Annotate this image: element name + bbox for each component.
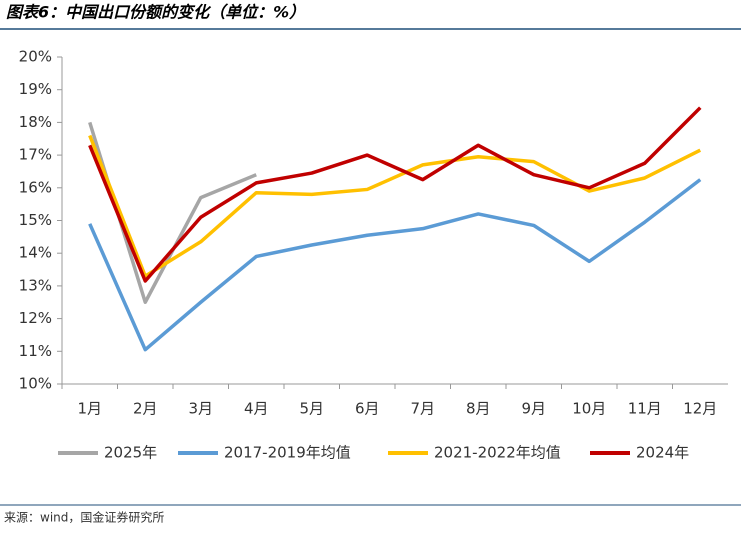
y-tick-label: 13%: [19, 276, 52, 294]
y-tick-label: 16%: [19, 178, 52, 196]
x-tick-label: 4月: [244, 400, 269, 418]
y-tick-label: 10%: [19, 375, 52, 393]
y-tick-label: 12%: [19, 309, 52, 327]
series-line: [88, 106, 702, 283]
source: 来源：wind，国金证券研究所: [4, 510, 164, 525]
y-tick-label: 11%: [19, 342, 52, 360]
x-tick-label: 7月: [410, 400, 435, 418]
x-tick-label: 12月: [683, 400, 717, 418]
series-line: [88, 134, 702, 278]
x-tick-label: 9月: [521, 400, 546, 418]
x-tick-label: 5月: [299, 400, 324, 418]
y-tick-label: 17%: [19, 146, 52, 164]
legend-label: 2021-2022年均值: [434, 444, 561, 462]
x-tick-label: 6月: [355, 400, 380, 418]
x-tick-label: 10月: [572, 400, 606, 418]
chart-title: 图表6：中国出口份额的变化（单位：%）: [6, 3, 305, 22]
x-tick-label: 1月: [77, 400, 102, 418]
x-tick-label: 3月: [188, 400, 213, 418]
legend-label: 2017-2019年均值: [224, 444, 351, 462]
legend-label: 2024年: [636, 444, 689, 462]
x-tick-label: 11月: [628, 400, 662, 418]
y-tick-label: 14%: [19, 244, 52, 262]
x-tick-label: 8月: [466, 400, 491, 418]
legend-label: 2025年: [104, 444, 157, 462]
y-tick-label: 15%: [19, 211, 52, 229]
series-line: [88, 178, 702, 352]
y-tick-label: 18%: [19, 113, 52, 131]
y-tick-label: 19%: [19, 80, 52, 98]
x-tick-label: 2月: [133, 400, 158, 418]
y-tick-label: 20%: [19, 48, 52, 66]
